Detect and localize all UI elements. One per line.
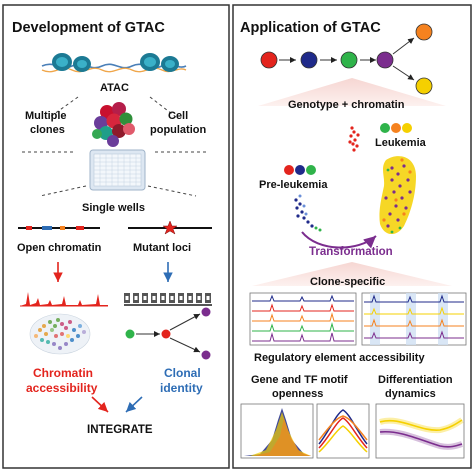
well-plate-icon bbox=[89, 149, 146, 191]
funnel-shape bbox=[258, 78, 446, 106]
red-scatter-cluster bbox=[348, 126, 360, 152]
leukemia-label: Leukemia bbox=[375, 137, 427, 149]
clone-specific-label: Clone-specific bbox=[310, 276, 385, 288]
right-panel-title: Application of GTAC bbox=[240, 20, 381, 36]
genotype-chromatin-label: Genotype + chromatin bbox=[288, 99, 405, 111]
pre-leukemia-umap-cluster bbox=[294, 194, 322, 232]
clone-navy-node bbox=[300, 51, 318, 69]
chromatin-fiber-icon bbox=[41, 53, 187, 73]
pre-leukemia-clone-dots bbox=[284, 165, 316, 175]
open-chromatin-label: Open chromatin bbox=[17, 242, 102, 254]
chromatin-accessibility-label: Chromatin accessibility bbox=[26, 366, 98, 395]
red-integrate-arrow bbox=[91, 396, 109, 413]
left-panel-title: Development of GTAC bbox=[12, 20, 165, 36]
differentiation-label: Differentiation dynamics bbox=[378, 374, 456, 400]
mutant-loci-dna-icon bbox=[128, 220, 212, 235]
clonal-evolution-chain bbox=[260, 23, 433, 95]
clonal-tree-icon bbox=[125, 307, 211, 360]
transformation-arrow bbox=[301, 231, 377, 249]
blue-integrate-arrow bbox=[125, 396, 143, 413]
umap-cluster-plot bbox=[29, 313, 91, 355]
open-chromatin-dna-icon bbox=[18, 226, 100, 230]
differentiation-trend-plot bbox=[375, 403, 465, 459]
clone-orange-node bbox=[415, 23, 433, 41]
atac-label: ATAC bbox=[100, 82, 129, 94]
mutant-loci-label: Mutant loci bbox=[133, 242, 191, 254]
regulatory-element-label: Regulatory element accessibility bbox=[254, 352, 425, 364]
genotype-barcode-icon bbox=[122, 293, 212, 306]
motif-openness-label: Gene and TF motif openness bbox=[251, 374, 351, 400]
clone-red-node bbox=[260, 51, 278, 69]
cell-cluster-icon bbox=[92, 102, 135, 147]
pre-leukemia-label: Pre-leukemia bbox=[259, 179, 328, 191]
left-panel bbox=[2, 4, 230, 469]
clone-yellow-node bbox=[415, 77, 433, 95]
leukemia-umap-cluster bbox=[379, 156, 416, 235]
accessibility-track-icon bbox=[20, 292, 108, 307]
clonal-identity-label: Clonal identity bbox=[160, 366, 204, 395]
transformation-label: Transformation bbox=[309, 246, 393, 258]
leukemia-clone-dots bbox=[380, 123, 412, 133]
multiple-clones-label: Multiple clones bbox=[25, 110, 70, 136]
single-wells-label: Single wells bbox=[82, 202, 145, 214]
clone-tracks-panel bbox=[249, 292, 467, 346]
cell-population-label: Cell population bbox=[150, 110, 206, 136]
motif-density-plot bbox=[240, 403, 314, 459]
clone-purple-node bbox=[376, 51, 394, 69]
clone-specific-funnel bbox=[252, 262, 452, 286]
clone-green-node bbox=[340, 51, 358, 69]
integrate-label: INTEGRATE bbox=[87, 424, 153, 436]
motif-line-plot bbox=[316, 403, 370, 459]
